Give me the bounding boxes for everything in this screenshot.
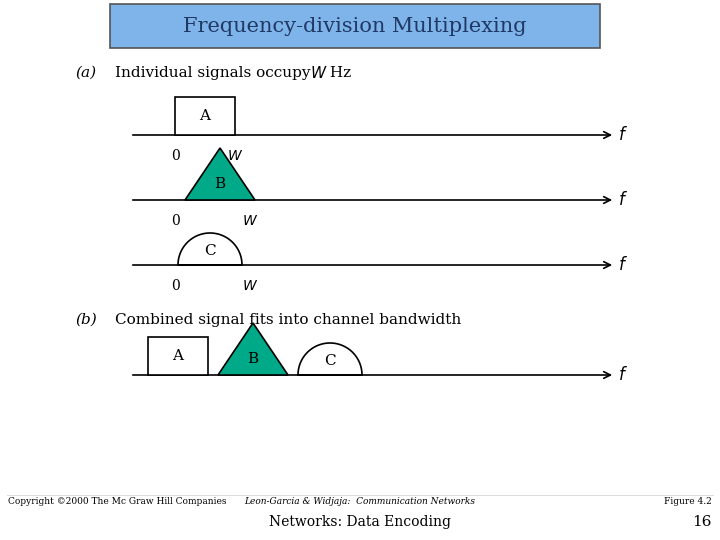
Text: $W$: $W$ [242, 279, 258, 293]
Text: 0: 0 [171, 149, 179, 163]
Polygon shape [185, 148, 255, 200]
Text: 0: 0 [171, 214, 179, 228]
Text: Hz: Hz [325, 66, 351, 80]
Text: $f$: $f$ [618, 256, 628, 274]
Text: Individual signals occupy: Individual signals occupy [115, 66, 310, 80]
Text: Leon-Garcia & Widjaja:  Communication Networks: Leon-Garcia & Widjaja: Communication Net… [245, 497, 475, 507]
Text: C: C [324, 354, 336, 368]
Text: B: B [248, 352, 258, 366]
Text: A: A [173, 349, 184, 363]
Text: C: C [204, 244, 216, 258]
Polygon shape [178, 233, 242, 265]
Text: A: A [199, 109, 210, 123]
Text: Networks: Data Encoding: Networks: Data Encoding [269, 515, 451, 529]
Text: 16: 16 [693, 515, 712, 529]
Text: B: B [215, 177, 225, 191]
Text: Combined signal fits into channel bandwidth: Combined signal fits into channel bandwi… [115, 313, 462, 327]
Polygon shape [298, 343, 362, 375]
Bar [148, 337, 208, 375]
Text: $W$: $W$ [227, 149, 243, 163]
Text: $f$: $f$ [618, 366, 628, 384]
Text: $W$: $W$ [242, 214, 258, 228]
Text: 0: 0 [171, 279, 179, 293]
Text: (a): (a) [75, 66, 96, 80]
Text: (b): (b) [75, 313, 96, 327]
Bar [110, 4, 600, 48]
Text: $f$: $f$ [618, 191, 628, 209]
Text: $W$: $W$ [310, 65, 328, 81]
Text: Copyright ©2000 The Mc Graw Hill Companies: Copyright ©2000 The Mc Graw Hill Compani… [8, 497, 227, 507]
Text: Frequency-division Multiplexing: Frequency-division Multiplexing [184, 17, 527, 36]
Polygon shape [218, 323, 288, 375]
Bar [175, 97, 235, 135]
Text: Figure 4.2: Figure 4.2 [665, 497, 712, 507]
Text: $f$: $f$ [618, 126, 628, 144]
